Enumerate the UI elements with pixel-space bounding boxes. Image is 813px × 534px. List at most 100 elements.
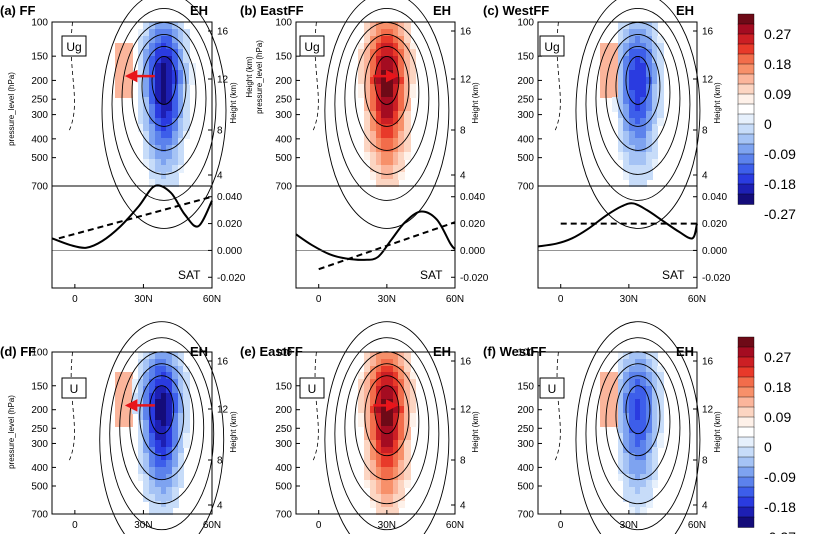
heat-cell <box>387 152 394 160</box>
heat-cell <box>381 460 388 468</box>
heat-cell <box>629 118 636 126</box>
heat-cell <box>138 97 144 105</box>
y-tick-label: 500 <box>517 153 534 164</box>
panel-a-ylabel: pressure_level (hPa) <box>7 72 16 146</box>
sat-frame <box>295 185 456 289</box>
heat-cell <box>398 386 405 394</box>
heat-cell <box>172 467 179 475</box>
heat-cell <box>172 56 179 64</box>
heat-cell <box>387 138 394 146</box>
heat-cell <box>143 36 150 44</box>
heat-cell <box>166 359 173 367</box>
heat-cell <box>161 406 167 414</box>
heat-cell <box>143 56 150 64</box>
heat-cell <box>646 165 653 173</box>
heat-cell <box>410 43 416 50</box>
heat-cell <box>126 43 133 50</box>
heat-cell <box>166 118 173 126</box>
heat-cell <box>161 447 167 454</box>
heat-cell <box>149 104 156 112</box>
contour-line <box>99 321 225 534</box>
heat-cell <box>121 399 127 407</box>
heat-cell <box>640 399 647 407</box>
heat-cell <box>155 131 162 139</box>
colorbar-swatch <box>737 476 755 488</box>
heat-cell <box>404 56 411 64</box>
heat-cell <box>364 399 371 407</box>
heat-cell <box>166 145 173 153</box>
heat-cell <box>393 494 399 502</box>
heat-cell <box>172 131 179 139</box>
heat-cell <box>143 406 150 414</box>
heat-cell <box>172 152 179 160</box>
heat-cell <box>606 77 613 85</box>
heat-cell <box>629 131 636 139</box>
heat-cell <box>126 84 133 91</box>
heat-cell <box>121 413 127 421</box>
heat-cell <box>183 90 190 98</box>
heat-cell <box>623 97 630 105</box>
heat-cell <box>404 379 411 387</box>
heat-cell <box>178 359 184 367</box>
heat-cell <box>132 393 139 400</box>
heat-cell <box>161 165 167 173</box>
heat-cell <box>155 90 162 98</box>
y-tick-label: 150 <box>517 52 534 63</box>
heat-cell <box>364 90 371 98</box>
colorbar-label: 0.18 <box>764 379 791 395</box>
heat-cell <box>115 63 122 71</box>
heat-cell <box>623 460 630 468</box>
sat-frame <box>537 185 698 289</box>
y2-tick-label: 12 <box>460 75 472 86</box>
heat-cell <box>652 118 658 126</box>
heat-cell <box>657 420 664 427</box>
heat-cell <box>618 111 624 119</box>
heat-cell <box>381 474 388 481</box>
heat-cell <box>143 90 150 98</box>
heat-cell <box>126 56 133 64</box>
heat-cell <box>600 413 607 421</box>
y-tick-label: 700 <box>31 182 48 193</box>
heat-cell <box>652 22 658 30</box>
heat-cell <box>370 460 377 468</box>
heat-cell <box>629 393 636 400</box>
heat-cell <box>629 372 636 380</box>
heat-cell <box>623 90 630 98</box>
heat-cell <box>376 77 382 85</box>
heat-cell <box>623 43 630 50</box>
heat-cell <box>398 77 405 85</box>
heat-cell <box>376 29 382 37</box>
sat-c-label: SAT <box>662 268 685 282</box>
heat-cell <box>398 145 405 153</box>
heat-cell <box>646 152 653 160</box>
heat-cell <box>155 172 162 180</box>
y2-tick-label: 4 <box>217 171 223 182</box>
heat-cell <box>172 501 179 508</box>
heat-cell <box>370 440 377 448</box>
colorbar-label: 0.27 <box>764 26 791 42</box>
heat-cell <box>115 413 122 421</box>
heat-cell <box>629 453 636 461</box>
heat-cell <box>376 159 382 167</box>
heat-cell <box>635 393 641 400</box>
heat-cell <box>183 111 190 119</box>
heat-cell <box>635 145 641 153</box>
heat-cell <box>161 124 167 132</box>
heat-cell <box>393 467 399 475</box>
colorbar-swatch <box>737 103 755 115</box>
heat-cell <box>149 124 156 132</box>
heat-cell <box>172 145 179 153</box>
heat-cell <box>166 487 173 495</box>
heat-cell <box>618 118 624 126</box>
heat-cell <box>387 440 394 448</box>
heat-cell <box>387 507 394 515</box>
heat-cell <box>646 90 653 98</box>
heat-cell <box>410 90 416 98</box>
colorbar-label: 0 <box>764 439 772 455</box>
heat-cell <box>606 372 613 380</box>
heat-cell <box>629 501 636 508</box>
heat-cell <box>166 90 173 98</box>
heat-cell <box>178 36 184 44</box>
heat-cell <box>364 379 371 387</box>
y-tick-label: 250 <box>275 95 292 106</box>
